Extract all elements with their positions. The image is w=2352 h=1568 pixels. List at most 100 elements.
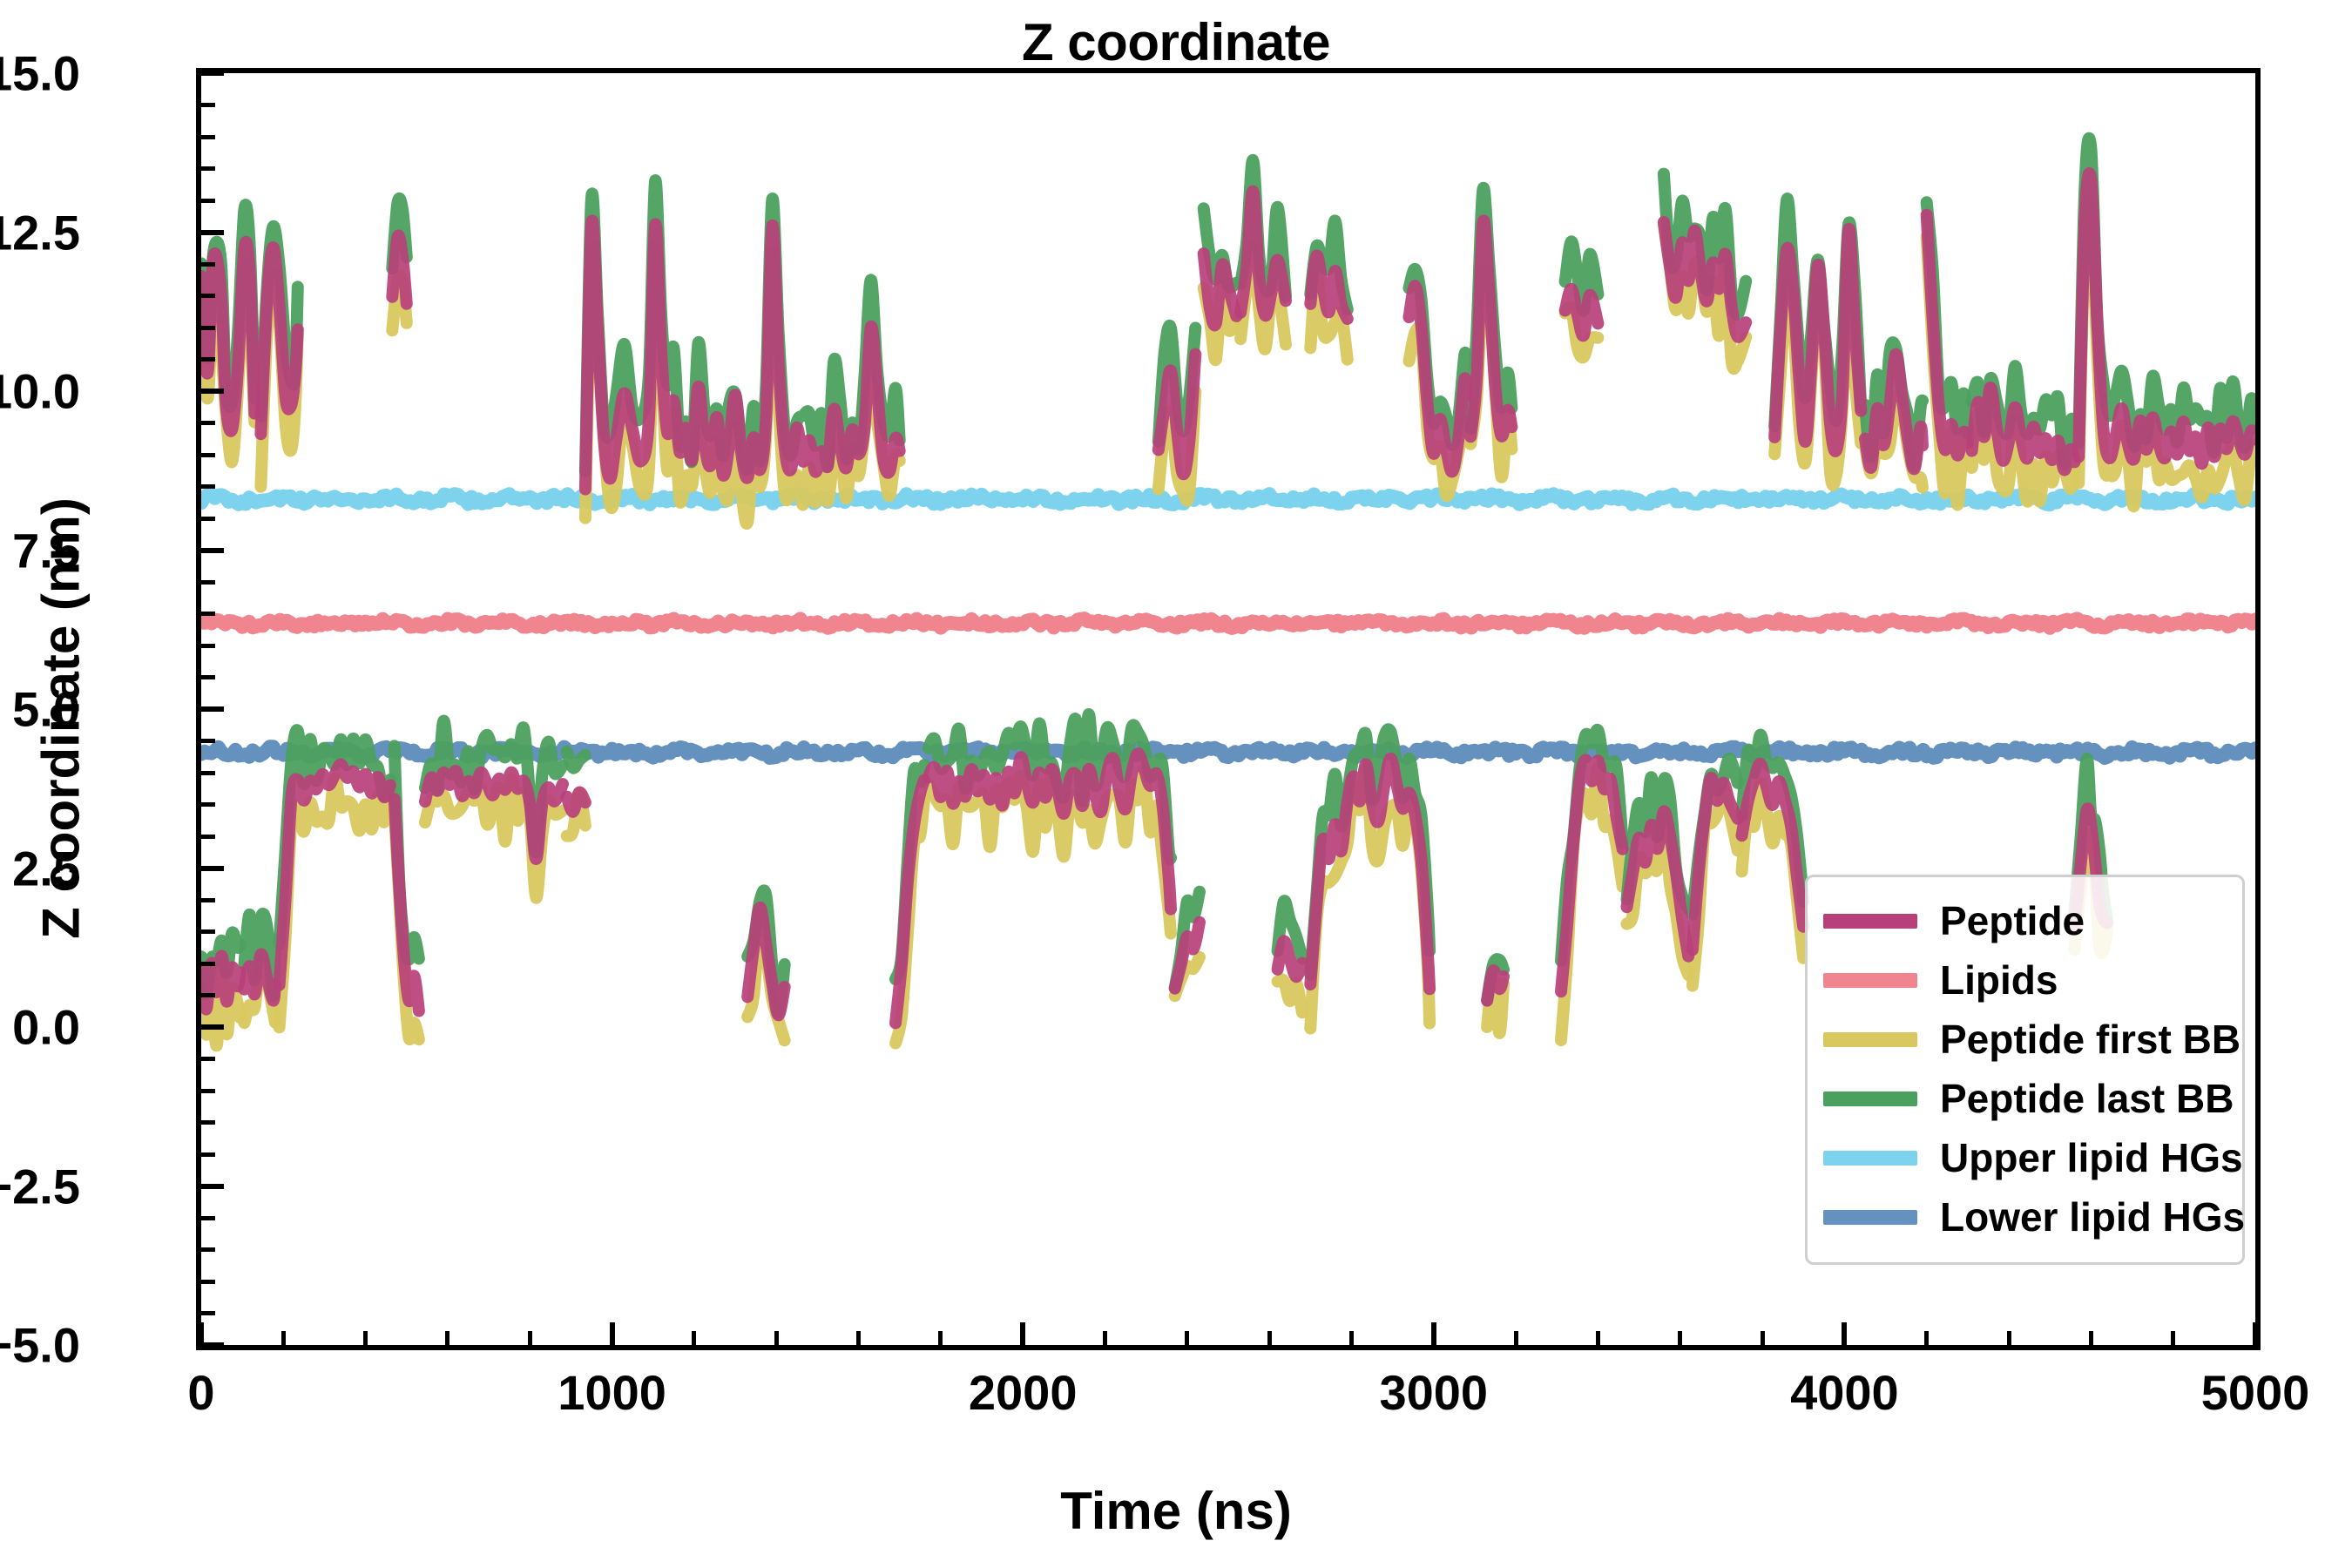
series-peptide [1234, 185, 1292, 322]
series-peptide [1965, 382, 2081, 476]
page-title: Z coordinate [1021, 13, 1331, 71]
y-axis-tick [201, 229, 224, 235]
y-axis-minor-tick [201, 834, 215, 839]
series-peptide [1464, 214, 1518, 443]
x-axis-minor-tick [1760, 1331, 1765, 1345]
series-peptide [1402, 280, 1473, 478]
y-axis-minor-tick [201, 294, 215, 298]
series-lipids [201, 612, 2255, 635]
plot-area [196, 68, 2261, 1350]
series-peptide [1859, 348, 1929, 476]
x-axis-minor-tick [1185, 1331, 1190, 1345]
y-axis-minor-tick [201, 325, 215, 330]
y-axis-minor-tick [201, 739, 215, 743]
x-axis-label: Time (ns) [1060, 1482, 1292, 1540]
x-axis-minor-tick [2171, 1331, 2176, 1345]
y-axis-tick-label: 5.0 [12, 681, 80, 737]
y-axis-label: Z coordinate (nm) [31, 497, 91, 939]
x-axis-minor-tick [280, 1331, 286, 1345]
x-axis-minor-tick [774, 1331, 779, 1345]
legend-item-label: Lower lipid HGs [1940, 1194, 2246, 1240]
y-axis-minor-tick [201, 1215, 215, 1220]
y-axis-tick [201, 547, 224, 553]
x-axis-minor-tick [445, 1331, 450, 1345]
y-axis-minor-tick [201, 103, 215, 107]
legend-item-lower-lipid-hgs[interactable]: Lower lipid HGs [1823, 1187, 2245, 1247]
legend-item-lipids[interactable]: Lipids [1823, 950, 2227, 1010]
y-axis-tick-label: 0.0 [12, 999, 80, 1055]
y-axis-minor-tick [201, 675, 215, 679]
y-axis-minor-tick [201, 897, 215, 902]
legend-item-label: Peptide [1940, 898, 2085, 943]
x-axis-tick [199, 1322, 204, 1345]
series-peptide-last-bb [560, 745, 591, 774]
series-peptide [1735, 757, 1810, 933]
series-peptide [419, 765, 569, 866]
y-axis-minor-tick [201, 579, 215, 585]
y-axis-tick [201, 1024, 224, 1030]
y-axis-minor-tick [201, 357, 215, 362]
y-axis-tick [201, 389, 224, 394]
series-peptide [1768, 222, 1868, 457]
series-upper-lipid-hgs [201, 486, 2255, 512]
series-peptide-first-bb [1271, 973, 1308, 1019]
x-axis-tick-label: 1000 [558, 1365, 666, 1420]
y-axis-tick [201, 71, 224, 76]
series-peptide [1920, 208, 1974, 462]
y-axis-minor-tick [201, 452, 215, 457]
y-axis-minor-tick [201, 261, 215, 267]
y-axis-tick [201, 706, 224, 712]
series-peptide [201, 950, 247, 1016]
legend-item-upper-lipid-hgs[interactable]: Upper lipid HGs [1823, 1128, 2243, 1187]
series-peptide [1304, 249, 1354, 325]
y-axis-tick [201, 1342, 224, 1348]
y-axis-minor-tick [201, 1088, 215, 1093]
y-axis-tick-label: −5.0 [0, 1317, 80, 1373]
y-axis-minor-tick [201, 1057, 215, 1061]
y-axis-tick-label: 2.5 [12, 841, 80, 896]
series-peptide-first-bb [419, 773, 569, 904]
y-axis-minor-tick [201, 1311, 215, 1315]
plot-svg [201, 132, 2255, 1051]
y-axis-tick-label: 7.5 [12, 523, 80, 578]
series-peptide [201, 236, 261, 437]
legend-swatch-icon [1823, 972, 1917, 988]
legend-item-peptide-last-bb[interactable]: Peptide last BB [1823, 1069, 2234, 1128]
legend-item-label: Peptide last BB [1940, 1076, 2234, 1121]
y-axis-tick-label: 15.0 [0, 45, 80, 101]
y-axis-minor-tick [201, 961, 215, 966]
y-axis-tick-label: 12.5 [0, 205, 80, 260]
x-axis-tick-label: 5000 [2200, 1365, 2310, 1420]
y-axis-minor-tick [201, 929, 215, 934]
x-axis-minor-tick [1595, 1331, 1600, 1345]
y-axis-minor-tick [201, 166, 215, 171]
legend-swatch-icon [1823, 1209, 1917, 1225]
x-axis-tick [1430, 1322, 1436, 1345]
legend-item-label: Peptide first BB [1940, 1017, 2241, 1062]
x-axis-tick [1020, 1322, 1026, 1345]
y-axis-minor-tick [201, 421, 215, 425]
series-peptide [560, 786, 591, 818]
x-axis-minor-tick [1513, 1331, 1518, 1345]
series-peptide-last-bb [1558, 235, 1605, 317]
series-peptide [1686, 772, 1744, 956]
y-axis-tick-label: −2.5 [0, 1159, 80, 1213]
y-axis-tick-label: 10.0 [0, 363, 80, 419]
legend-item-peptide-first-bb[interactable]: Peptide first BB [1823, 1010, 2240, 1069]
legend-swatch-icon [1823, 1150, 1917, 1166]
series-peptide [578, 214, 906, 496]
series-peptide [1168, 916, 1206, 995]
x-axis-minor-tick [938, 1331, 943, 1345]
legend-swatch-icon [1823, 913, 1917, 929]
x-axis-minor-tick [2088, 1331, 2093, 1345]
legend-item-label: Upper lipid HGs [1940, 1135, 2243, 1180]
y-axis-minor-tick [201, 802, 215, 807]
y-axis-tick [201, 865, 224, 871]
x-axis-tick [2253, 1322, 2258, 1345]
x-axis-minor-tick [1678, 1331, 1683, 1345]
y-axis-minor-tick [201, 134, 215, 139]
y-axis-minor-tick [201, 484, 215, 489]
y-axis-minor-tick [201, 612, 215, 616]
series-peptide [1197, 247, 1243, 332]
legend-item-peptide[interactable]: Peptide [1823, 891, 2227, 950]
